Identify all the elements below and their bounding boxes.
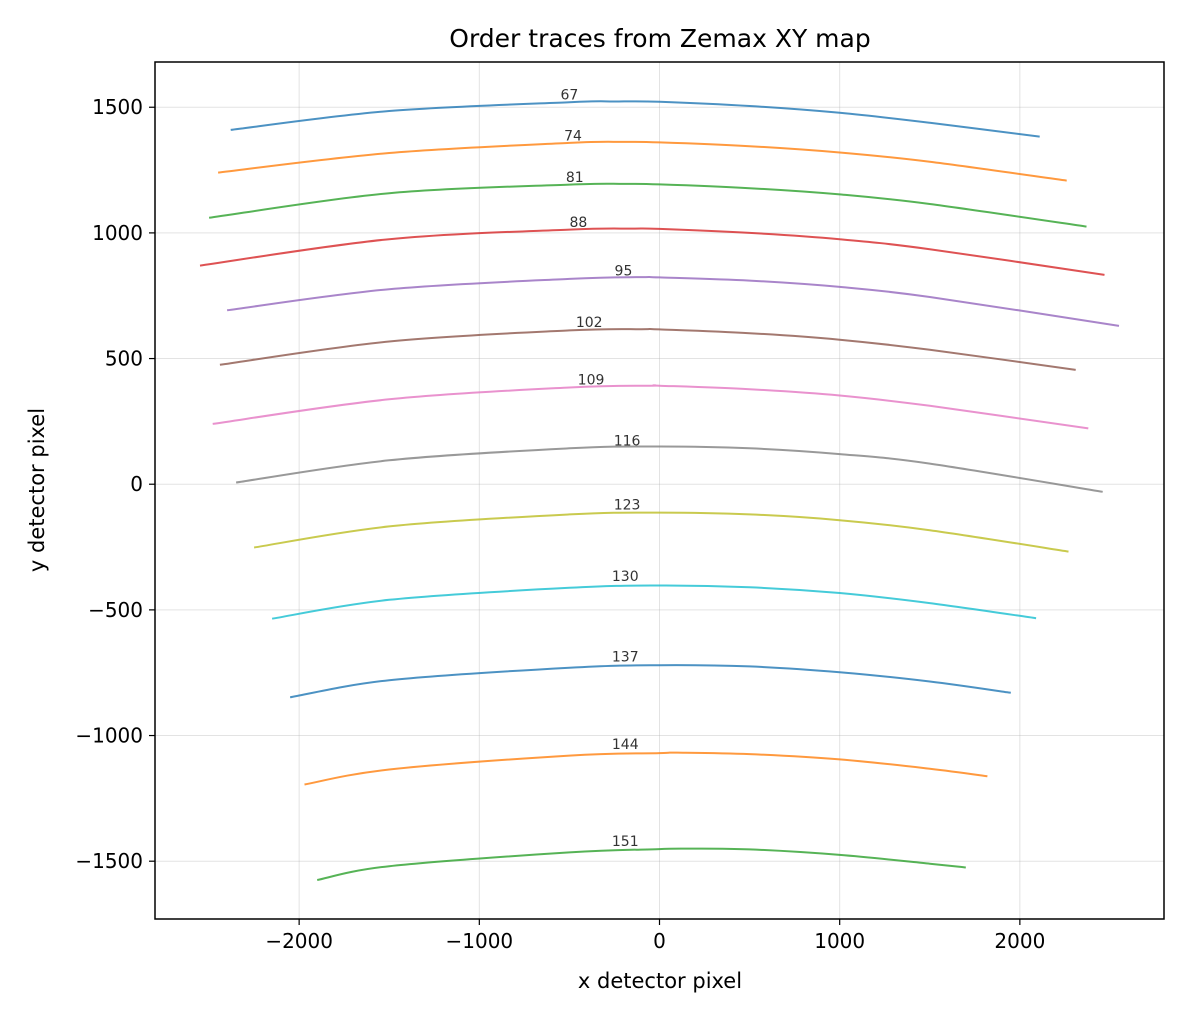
x-tick-label: 0: [653, 929, 666, 953]
y-tick-label: −500: [88, 598, 143, 622]
order-label-74: 74: [564, 128, 582, 144]
order-trace-109: [212, 384, 1089, 430]
order-trace-88: [199, 227, 1105, 276]
order-label-137: 137: [612, 649, 639, 665]
chart-title: Order traces from Zemax XY map: [449, 24, 870, 53]
order-trace-137: [289, 664, 1011, 699]
y-tick-label: 0: [130, 472, 143, 496]
order-label-109: 109: [578, 372, 605, 388]
order-label-123: 123: [614, 497, 641, 513]
y-tick-label: 500: [105, 347, 143, 371]
x-tick-label: 1000: [814, 929, 865, 953]
y-tick-label: −1500: [75, 849, 143, 873]
order-label-95: 95: [615, 264, 633, 280]
order-label-88: 88: [570, 215, 588, 231]
order-trace-95: [226, 275, 1120, 327]
order-label-151: 151: [612, 834, 639, 850]
order-label-67: 67: [560, 88, 578, 104]
order-label-116: 116: [614, 433, 641, 449]
y-tick-label: −1000: [75, 724, 143, 748]
order-label-130: 130: [612, 569, 639, 585]
order-label-102: 102: [576, 315, 603, 331]
ticks: −2000 −1000 0 1000 2000 −1500 −1000 −500 0 500 100…: [75, 95, 1045, 953]
y-tick-label: 1000: [92, 221, 143, 245]
order-trace-74: [217, 140, 1067, 182]
order-label-81: 81: [566, 170, 584, 186]
y-axis-label: y detector pixel: [25, 408, 49, 572]
order-trace-102: [219, 327, 1076, 371]
x-tick-label: 2000: [994, 929, 1045, 953]
x-tick-label: −2000: [265, 929, 333, 953]
order-trace-67: [230, 100, 1040, 138]
x-tick-label: −1000: [445, 929, 513, 953]
order-trace-130: [271, 584, 1037, 620]
y-tick-label: 1500: [92, 95, 143, 119]
order-label-144: 144: [612, 737, 639, 753]
order-trace-151: [317, 847, 966, 881]
series-layer: [199, 100, 1120, 881]
order-trace-123: [253, 511, 1069, 553]
order-trace-144: [304, 751, 988, 786]
order-trace-81: [208, 182, 1087, 228]
order-trace-116: [235, 445, 1103, 493]
order-labels: 67 74 81 88 95 102 109 116 123 130 137 144 151: [560, 88, 640, 850]
x-axis-label: x detector pixel: [578, 969, 742, 993]
